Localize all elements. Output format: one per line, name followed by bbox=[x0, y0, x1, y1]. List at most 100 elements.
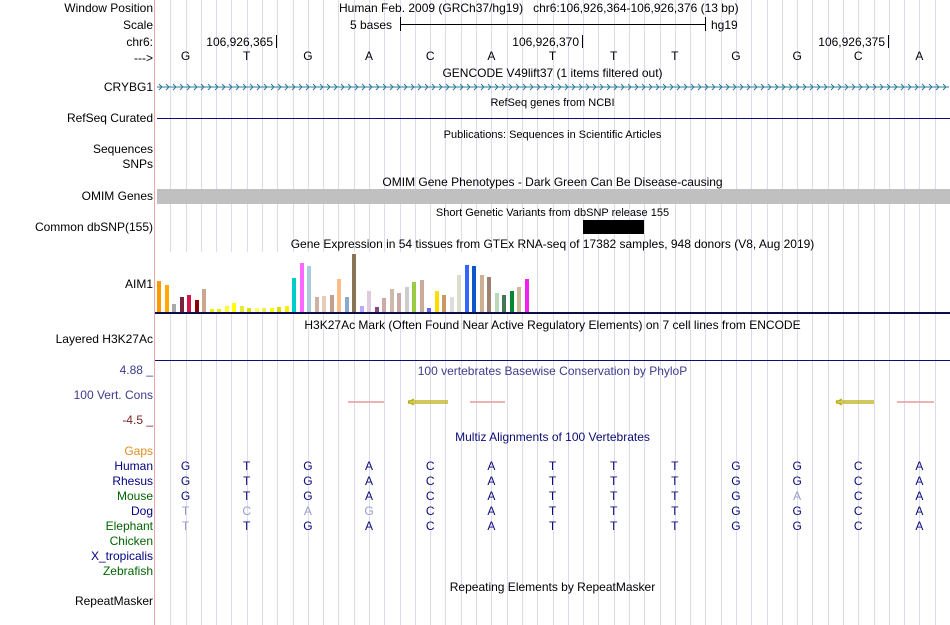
gtex-tissue-bar[interactable] bbox=[397, 293, 401, 312]
gtex-tissue-bar[interactable] bbox=[299, 263, 304, 312]
phylop-title[interactable]: 100 vertebrates Basewise Conservation by… bbox=[417, 364, 688, 378]
gtex-tissue-bar[interactable] bbox=[449, 297, 454, 312]
gtex-tissue-bar[interactable] bbox=[217, 309, 221, 312]
gtex-tissue-bar[interactable] bbox=[494, 293, 499, 312]
aligned-base: A bbox=[365, 474, 374, 488]
gtex-tissue-bar[interactable] bbox=[382, 298, 386, 312]
gtex-tissue-bar[interactable] bbox=[412, 282, 416, 312]
gtex-tissue-bar[interactable] bbox=[179, 297, 184, 312]
gtex-tissue-bar[interactable] bbox=[509, 291, 514, 312]
gtex-tissue-bar[interactable] bbox=[434, 291, 439, 312]
refseq-title[interactable]: RefSeq genes from NCBI bbox=[490, 97, 615, 109]
aligned-base: T bbox=[671, 489, 679, 503]
gtex-tissue-bar[interactable] bbox=[479, 275, 484, 312]
aligned-base: T bbox=[671, 519, 679, 533]
phylop-label[interactable]: 100 Vert. Cons bbox=[73, 388, 153, 402]
gtex-tissue-bar[interactable] bbox=[164, 285, 169, 312]
gtex-tissue-bar[interactable] bbox=[344, 297, 349, 312]
gtex-tissue-bar[interactable] bbox=[172, 304, 176, 312]
repeatmasker-title[interactable]: Repeating Elements by RepeatMasker bbox=[449, 580, 656, 594]
phylop-signal[interactable] bbox=[340, 395, 940, 409]
gtex-tissue-bar[interactable] bbox=[209, 309, 214, 312]
gaps-label[interactable]: Gaps bbox=[124, 444, 153, 458]
aligned-base: C bbox=[425, 504, 435, 518]
species-label[interactable]: Dog bbox=[130, 504, 153, 518]
refseq-label[interactable]: RefSeq Curated bbox=[66, 111, 153, 125]
coordinate-tick-label: 106,926,370 bbox=[512, 35, 579, 49]
gtex-tissue-bar[interactable] bbox=[292, 278, 296, 312]
gtex-tissue-bar[interactable] bbox=[359, 306, 364, 312]
species-label[interactable]: X_tropicalis bbox=[90, 549, 153, 563]
publications-title[interactable]: Publications: Sequences in Scientific Ar… bbox=[443, 129, 662, 141]
gtex-tissue-bar[interactable] bbox=[517, 287, 521, 312]
gencode-transcript[interactable] bbox=[157, 81, 949, 93]
species-label[interactable]: Human bbox=[114, 459, 153, 473]
gtex-tissue-bar[interactable] bbox=[194, 300, 199, 312]
gtex-tissue-bar[interactable] bbox=[269, 308, 274, 312]
coordinate-tick-label: 106,926,365 bbox=[206, 35, 273, 49]
gtex-tissue-bar[interactable] bbox=[329, 295, 334, 312]
aligned-base: C bbox=[425, 489, 435, 503]
omim-title[interactable]: OMIM Gene Phenotypes - Dark Green Can Be… bbox=[382, 175, 723, 189]
gtex-tissue-bar[interactable] bbox=[224, 306, 229, 312]
omim-gene-bar[interactable] bbox=[157, 189, 950, 204]
scale-bar-left-tick bbox=[400, 17, 401, 31]
gtex-tissue-bar[interactable] bbox=[457, 275, 461, 312]
gtex-tissue-bar[interactable] bbox=[247, 308, 251, 312]
species-label[interactable]: Rhesus bbox=[112, 474, 153, 488]
gtex-tissue-bar[interactable] bbox=[419, 280, 424, 312]
sequences-label[interactable]: Sequences bbox=[92, 142, 153, 156]
snps-label[interactable]: SNPs bbox=[122, 157, 153, 171]
dbsnp-variant[interactable] bbox=[583, 220, 644, 234]
dbsnp-title[interactable]: Short Genetic Variants from dbSNP releas… bbox=[435, 207, 670, 219]
gtex-tissue-bar[interactable] bbox=[337, 279, 341, 312]
gtex-tissue-bar[interactable] bbox=[464, 265, 469, 312]
species-label[interactable]: Mouse bbox=[116, 489, 153, 503]
refseq-gene-line[interactable] bbox=[157, 118, 950, 119]
h3k27ac-label[interactable]: Layered H3K27Ac bbox=[55, 332, 153, 346]
reference-base: T bbox=[671, 49, 679, 63]
aligned-base: T bbox=[548, 489, 557, 503]
h3k27ac-title[interactable]: H3K27Ac Mark (Often Found Near Active Re… bbox=[304, 318, 801, 332]
gtex-tissue-bar[interactable] bbox=[307, 266, 311, 312]
gene-label-crybg1[interactable]: CRYBG1 bbox=[103, 80, 153, 94]
gtex-tissue-bar[interactable] bbox=[442, 295, 446, 312]
gtex-tissue-bar[interactable] bbox=[404, 287, 409, 312]
gtex-tissue-bar[interactable] bbox=[374, 307, 379, 312]
reference-base: G bbox=[792, 49, 802, 63]
gtex-tissue-bar[interactable] bbox=[524, 279, 529, 312]
repeatmasker-label[interactable]: RepeatMasker bbox=[74, 594, 153, 608]
gtex-tissue-bar[interactable] bbox=[277, 307, 281, 312]
omim-label[interactable]: OMIM Genes bbox=[81, 189, 153, 203]
aligned-base: G bbox=[731, 459, 741, 473]
gtex-tissue-bar[interactable] bbox=[472, 266, 476, 312]
gtex-tissue-bar[interactable] bbox=[232, 303, 236, 312]
dbsnp-label[interactable]: Common dbSNP(155) bbox=[34, 220, 153, 234]
gtex-tissue-bar[interactable] bbox=[322, 296, 326, 312]
gtex-tissue-bar[interactable] bbox=[502, 295, 506, 312]
gtex-tissue-bar[interactable] bbox=[254, 308, 259, 312]
gencode-title[interactable]: GENCODE V49lift37 (1 items filtered out) bbox=[442, 66, 663, 80]
gtex-title[interactable]: Gene Expression in 54 tissues from GTEx … bbox=[290, 237, 815, 251]
species-label[interactable]: Elephant bbox=[105, 519, 153, 533]
coordinate-tick-mark bbox=[582, 35, 583, 48]
gtex-tissue-bar[interactable] bbox=[239, 306, 244, 312]
gtex-gene-label[interactable]: AIM1 bbox=[124, 277, 153, 291]
gtex-tissue-bar[interactable] bbox=[487, 277, 491, 312]
gtex-tissue-bar[interactable] bbox=[367, 291, 371, 312]
gtex-tissue-bar[interactable] bbox=[157, 281, 161, 312]
gtex-tissue-bar[interactable] bbox=[284, 306, 289, 312]
gtex-tissue-bar[interactable] bbox=[389, 289, 394, 312]
gtex-tissue-bar[interactable] bbox=[352, 254, 356, 312]
species-label[interactable]: Chicken bbox=[109, 534, 153, 548]
gtex-tissue-bar[interactable] bbox=[262, 308, 266, 312]
gtex-tissue-bar[interactable] bbox=[187, 295, 191, 312]
aligned-base: T bbox=[671, 474, 679, 488]
species-label[interactable]: Zebrafish bbox=[102, 564, 153, 578]
gtex-tissue-bar[interactable] bbox=[427, 308, 431, 312]
multiz-title[interactable]: Multiz Alignments of 100 Vertebrates bbox=[455, 430, 650, 444]
aligned-base: A bbox=[915, 459, 924, 473]
gtex-tissue-bar[interactable] bbox=[314, 297, 319, 312]
gtex-tissue-bar[interactable] bbox=[202, 289, 206, 312]
aligned-base: A bbox=[487, 489, 496, 503]
